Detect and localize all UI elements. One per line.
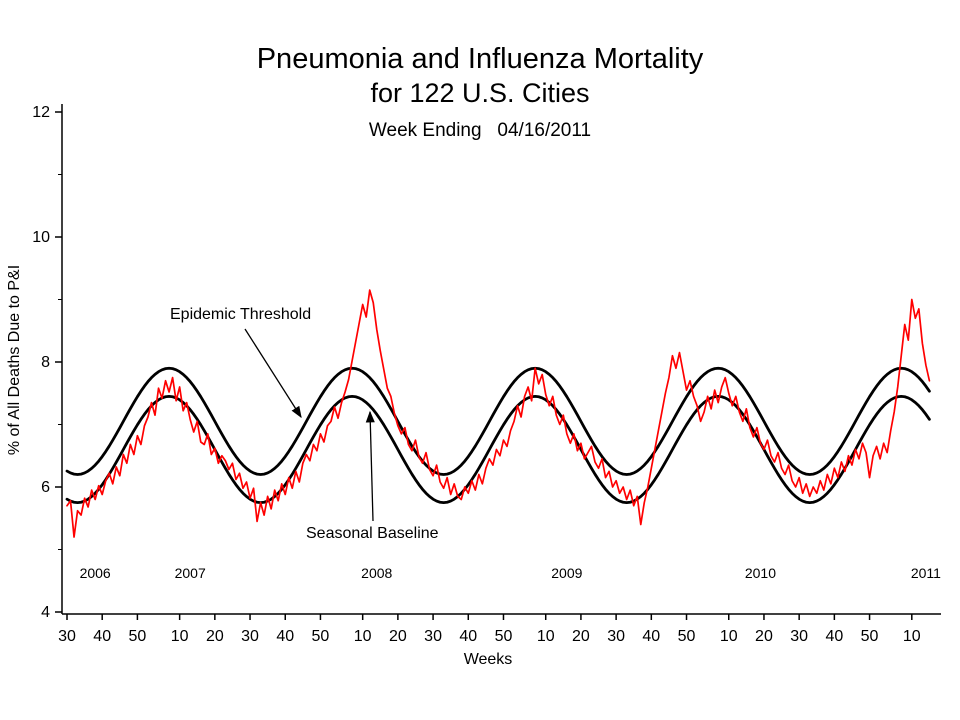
annotation-epidemic-threshold: Epidemic Threshold xyxy=(170,306,311,323)
axes: 4 6 8 10 12 30 40 50 10 20 30 40 50 10 20 30 40 50 10 20 30 4… xyxy=(32,104,941,645)
x-tick-label: 30 xyxy=(241,628,259,645)
y-tick-label: 4 xyxy=(41,604,50,621)
y-tick-label: 6 xyxy=(41,479,50,496)
x-tick-label: 10 xyxy=(903,628,921,645)
x-tick-label: 50 xyxy=(495,628,513,645)
x-tick-label: 40 xyxy=(93,628,111,645)
x-tick-label: 30 xyxy=(790,628,808,645)
x-tick-label: 50 xyxy=(312,628,330,645)
x-tick-label: 40 xyxy=(459,628,477,645)
chart-title-line1: Pneumonia and Influenza Mortality xyxy=(257,43,704,75)
annotation-seasonal-baseline: Seasonal Baseline xyxy=(306,525,439,542)
year-label: 2006 xyxy=(80,565,111,581)
x-tick-label: 20 xyxy=(755,628,773,645)
x-tick-label: 10 xyxy=(171,628,189,645)
year-label: 2011 xyxy=(911,565,941,581)
seasonal-baseline-arrow xyxy=(365,410,375,522)
x-tick-label: 10 xyxy=(354,628,372,645)
x-tick-label: 20 xyxy=(572,628,590,645)
y-axis-title: % of All Deaths Due to P&I xyxy=(6,265,23,455)
x-tick-label: 20 xyxy=(206,628,224,645)
x-tick-label: 10 xyxy=(720,628,738,645)
x-axis-title: Weeks xyxy=(464,651,513,668)
series-line-seasonal-baseline xyxy=(65,394,931,505)
series-line-observed xyxy=(66,289,931,538)
y-tick-label: 10 xyxy=(32,229,50,246)
y-tick-label: 8 xyxy=(41,354,50,371)
x-tick-label: 50 xyxy=(678,628,696,645)
epidemic-threshold-arrow xyxy=(244,328,302,419)
x-tick-label: 50 xyxy=(129,628,147,645)
series-line-epidemic-threshold xyxy=(65,366,931,476)
x-tick-label: 40 xyxy=(642,628,660,645)
x-tick-label: 30 xyxy=(58,628,76,645)
year-label: 2010 xyxy=(745,565,776,581)
x-tick-label: 40 xyxy=(825,628,843,645)
x-tick-label: 30 xyxy=(607,628,625,645)
y-tick-label: 12 xyxy=(32,104,50,121)
chart-subtitle-week-ending: Week Ending 04/16/2011 xyxy=(369,120,591,141)
x-tick-label: 30 xyxy=(424,628,442,645)
series xyxy=(65,289,931,538)
chart-title-line2: for 122 U.S. Cities xyxy=(370,78,589,108)
x-tick-label: 50 xyxy=(861,628,879,645)
year-label: 2007 xyxy=(175,565,206,581)
x-tick-label: 20 xyxy=(389,628,407,645)
x-tick-label: 10 xyxy=(537,628,555,645)
x-tick-label: 40 xyxy=(276,628,294,645)
year-label: 2009 xyxy=(551,565,582,581)
year-label: 2008 xyxy=(361,565,392,581)
